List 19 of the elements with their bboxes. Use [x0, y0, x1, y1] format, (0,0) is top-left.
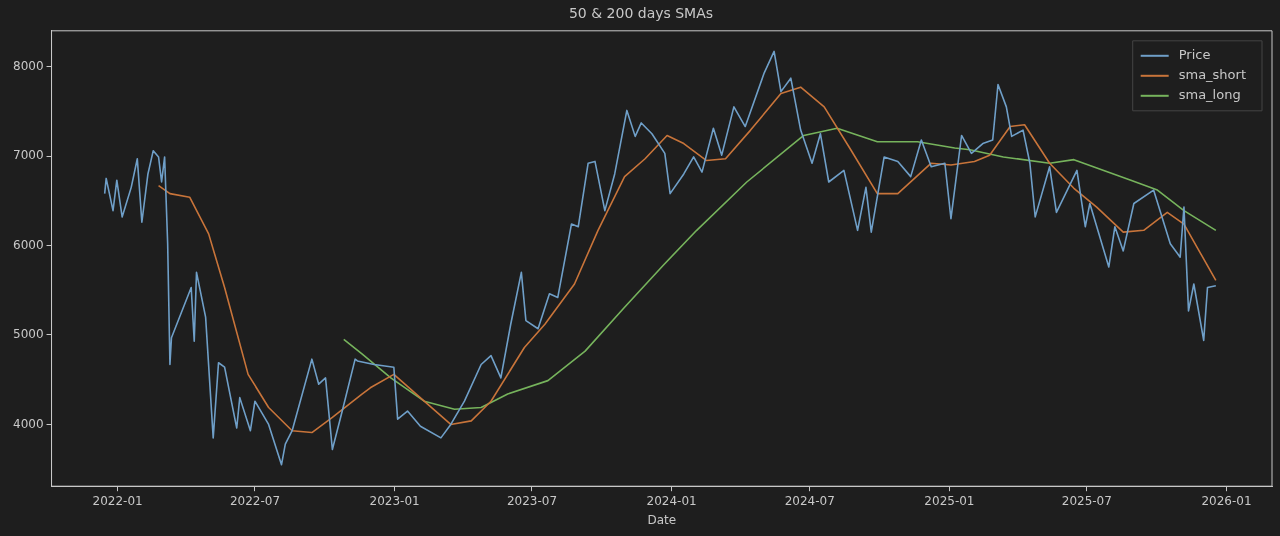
y-tick-label: 6000 [12, 237, 44, 252]
x-axis-title: Date [647, 512, 677, 527]
legend-label: sma_short [1178, 67, 1246, 83]
y-tick-label: 7000 [12, 148, 44, 163]
y-tick-label: 8000 [12, 58, 44, 73]
y-tick-label: 5000 [12, 327, 44, 342]
chart-title: 50 & 200 days SMAs [568, 5, 714, 22]
x-tick-label: 2024-01 [646, 493, 697, 508]
legend-label: sma_long [1178, 87, 1241, 103]
x-tick-label: 2022-07 [229, 493, 281, 508]
x-tick-label: 2026-01 [1201, 493, 1252, 508]
legend-label: Price [1178, 47, 1211, 63]
x-tick-label: 2023-01 [369, 493, 420, 508]
x-tick-label: 2024-07 [784, 493, 835, 508]
x-tick-label: 2025-01 [924, 493, 975, 508]
y-tick-label: 4000 [12, 416, 44, 431]
x-tick-label: 2022-01 [92, 493, 143, 508]
x-tick-label: 2023-07 [506, 493, 558, 508]
x-tick-label: 2025-07 [1061, 493, 1112, 508]
